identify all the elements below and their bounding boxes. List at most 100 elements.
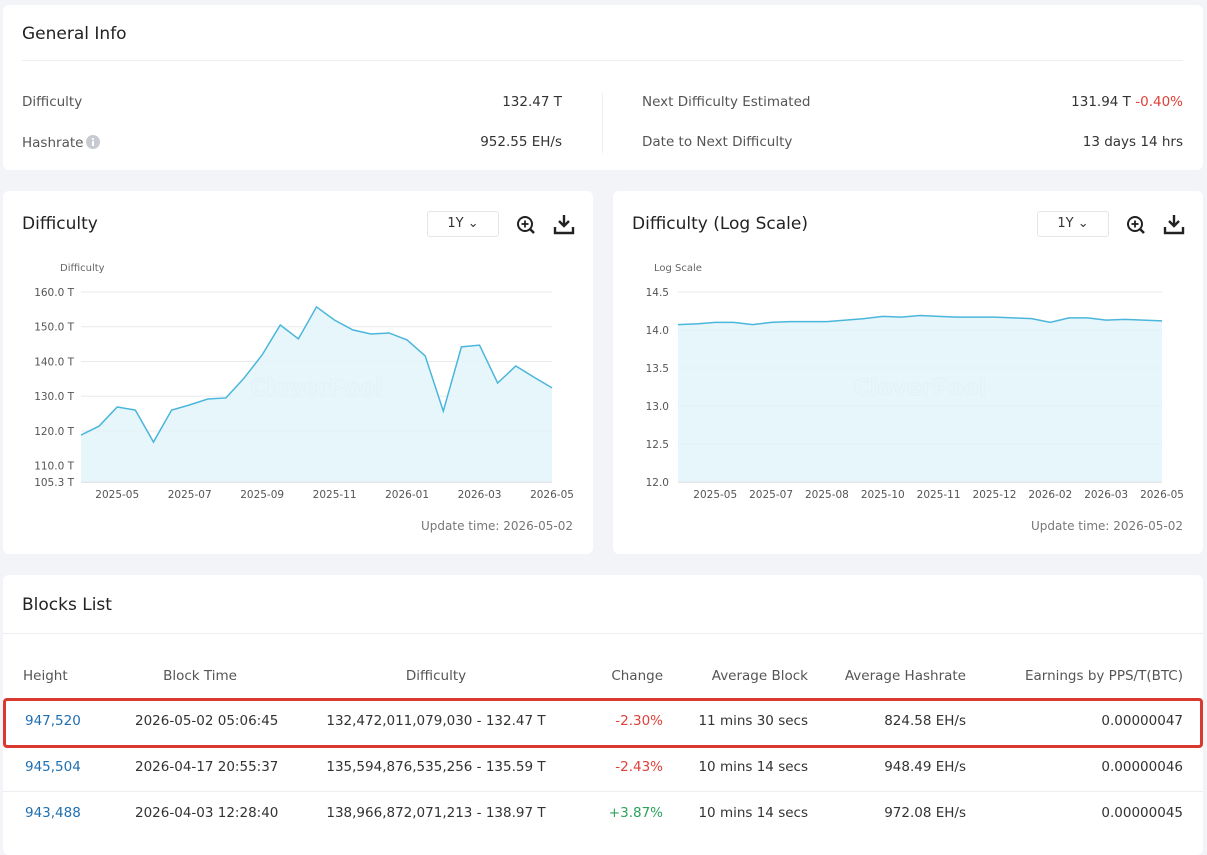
y-tick-label: 12.5 — [646, 439, 669, 451]
x-tick-label: 2026-01 — [385, 489, 429, 501]
y-tick-label: 13.0 — [646, 401, 669, 413]
y-tick-label: 160.0 T — [34, 287, 74, 299]
x-tick-label: 2026-02 — [1028, 489, 1072, 501]
value: 132.47 T — [502, 94, 562, 110]
cell: 2026-04-17 20:55:37 — [135, 759, 279, 775]
card-title: General Info — [22, 24, 127, 44]
column-header: Difficulty — [405, 668, 467, 684]
divider — [22, 60, 1183, 61]
column-header: Change — [611, 668, 663, 684]
blocks-card: Blocks List Height Block Time Difficulty Ch… — [3, 575, 1203, 855]
divider — [602, 93, 603, 153]
cell: 0.00000047 — [1101, 713, 1183, 729]
column-header: Average Block — [711, 668, 808, 684]
chart-card: Difficulty 1Y ⌄ Difficulty 105.3 T 110.0 T… — [3, 191, 593, 554]
column-header: Earnings by PPS/T(BTC) — [1024, 668, 1183, 684]
range-select[interactable]: 1Y ⌄ — [1037, 211, 1109, 237]
x-tick-label: 2026-05 — [1140, 489, 1184, 501]
y-tick-label: 120.0 T — [34, 426, 74, 438]
cell: 132,472,011,079,030 - 132.47 T — [326, 713, 546, 729]
cell: 972.08 EH/s — [884, 805, 966, 821]
cell: 10 mins 14 secs — [698, 759, 808, 775]
y-tick-label: 130.0 T — [34, 391, 74, 403]
x-tick-label: 2025-05 — [693, 489, 737, 501]
x-tick-label: 2025-09 — [240, 489, 284, 501]
y-tick-label: 14.0 — [646, 325, 669, 337]
column-header: Average Hashrate — [844, 668, 966, 684]
info-icon[interactable] — [85, 134, 101, 150]
chart: Difficulty 105.3 T 110.0 T 120.0 T 130.0 T 14… — [34, 263, 574, 501]
value: 952.55 EH/s — [480, 134, 562, 150]
line — [80, 305, 553, 444]
card-title: Blocks List — [22, 595, 112, 615]
range: 1Y — [447, 216, 464, 231]
highlight-box — [3, 698, 1203, 748]
height-link[interactable]: 943,488 — [25, 805, 81, 821]
column-header: Block Time — [163, 668, 237, 684]
chart-title: Difficulty (Log Scale) — [632, 214, 808, 234]
toolbar — [517, 215, 575, 235]
label: Difficulty — [22, 94, 83, 110]
label: Next Difficulty Estimated — [642, 94, 811, 110]
cell: 135,594,876,535,256 - 135.59 T — [326, 759, 546, 775]
cell: -2.43% — [615, 759, 663, 775]
chart: Log Scale12.012.513.013.514.014.5CloverP… — [646, 263, 1184, 501]
height-link[interactable]: 945,504 — [25, 759, 81, 775]
value: 13 days 14 hrs — [1082, 134, 1183, 150]
chart-card: Difficulty (Log Scale) 1Y ⌄ Log Scale 12.… — [613, 191, 1203, 554]
update-time: Update time: 2026-05-02 — [1031, 519, 1183, 533]
area — [678, 315, 1162, 482]
x-tick-label: 2025-10 — [861, 489, 905, 501]
y-tick-label: 105.3 T — [34, 477, 74, 489]
general-info-card: General Info Difficulty 132.47 T Hashrat… — [3, 5, 1203, 170]
cell: 0.00000045 — [1101, 805, 1183, 821]
label: Hashrate — [22, 134, 101, 151]
axis-label: Difficulty — [60, 263, 105, 274]
row-divider — [3, 791, 1203, 792]
x-tick-label: 2025-07 — [749, 489, 793, 501]
cell: 11 mins 30 secs — [698, 713, 808, 729]
cell: -2.30% — [615, 713, 663, 729]
y-tick-label: 12.0 — [646, 477, 669, 489]
change: -0.40% — [1135, 94, 1183, 110]
cell: 2026-04-03 12:28:40 — [135, 805, 279, 821]
chart-title: Difficulty — [22, 214, 98, 234]
axis-label: Log Scale — [654, 263, 702, 274]
value: 131.94 T -0.40% — [1071, 94, 1183, 110]
x-tick-label: 2025-11 — [917, 489, 961, 501]
y-tick-label: 150.0 T — [34, 322, 74, 334]
cell: 2026-05-02 05:06:45 — [135, 713, 279, 729]
y-tick-label: 140.0 T — [34, 356, 74, 368]
value-text: 131.94 T — [1071, 94, 1131, 110]
x-tick-label: 2025-08 — [805, 489, 849, 501]
y-tick-label: 13.5 — [646, 363, 669, 375]
x-tick-label: 2026-03 — [1084, 489, 1128, 501]
x-tick-label: 2025-12 — [973, 489, 1017, 501]
toolbar — [1127, 215, 1185, 235]
cell: 10 mins 14 secs — [698, 805, 808, 821]
column-header: Height — [23, 668, 68, 684]
x-tick-label: 2025-11 — [313, 489, 357, 501]
x-tick-label: 2026-05 — [530, 489, 574, 501]
y-tick-label: 110.0 T — [34, 461, 74, 473]
height-link[interactable]: 947,520 — [25, 713, 81, 729]
divider — [3, 633, 1203, 634]
zoom-icon[interactable] — [1127, 216, 1145, 234]
label: Date to Next Difficulty — [642, 134, 793, 150]
cell: 0.00000046 — [1101, 759, 1183, 775]
y-tick-label: 14.5 — [646, 287, 669, 299]
line — [677, 314, 1163, 326]
cell: 948.49 EH/s — [884, 759, 966, 775]
x-tick-label: 2025-07 — [168, 489, 212, 501]
cell: 138,966,872,071,213 - 138.97 T — [326, 805, 546, 821]
x-tick-label: 2026-03 — [458, 489, 502, 501]
x-tick-label: 2025-05 — [95, 489, 139, 501]
area — [81, 306, 552, 482]
download-icon[interactable] — [553, 215, 575, 235]
range-select[interactable]: 1Y ⌄ — [427, 211, 499, 237]
download-icon[interactable] — [1163, 215, 1185, 235]
zoom-icon[interactable] — [517, 216, 535, 234]
range: 1Y — [1057, 216, 1074, 231]
update-time: Update time: 2026-05-02 — [421, 519, 573, 533]
